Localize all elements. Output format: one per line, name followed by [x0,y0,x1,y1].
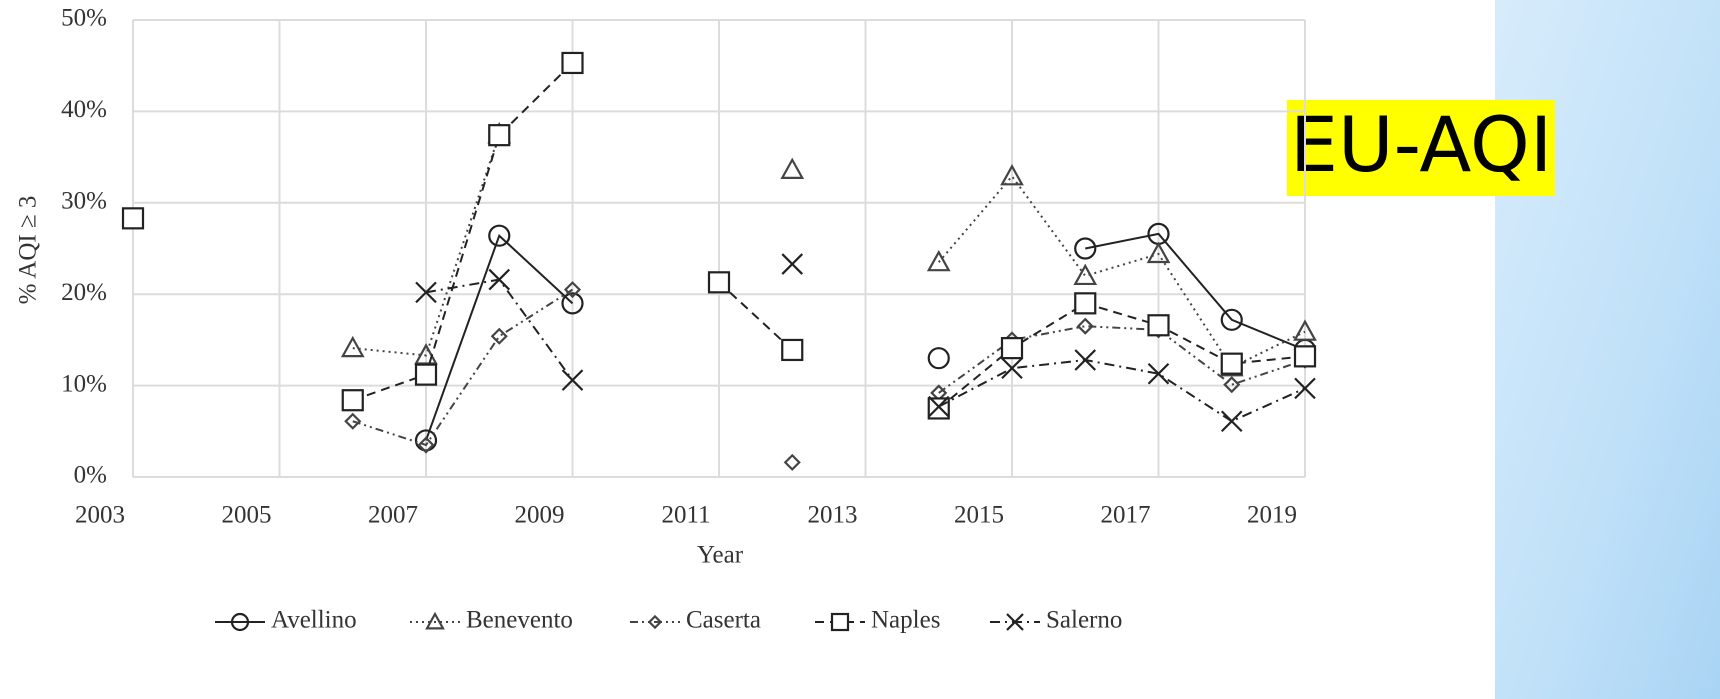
annotation: EU-AQI [1290,100,1552,189]
marker [344,412,362,430]
y-tick-label: 20% [61,279,107,306]
marker [1006,613,1024,631]
marker [414,429,438,452]
y-tick-label: 30% [61,188,107,215]
x-tick-label: 2013 [808,502,858,529]
marker [1223,376,1241,394]
marker [781,253,804,275]
marker [1293,319,1317,341]
marker [1220,308,1243,331]
marker [830,612,850,632]
series-line [352,62,1306,410]
y-axis-label: % AQI ≥ 3 [15,196,42,305]
marker [1000,337,1024,360]
marker [341,389,364,412]
marker [121,207,145,230]
legend-label: Avellino [271,607,357,634]
x-tick-label: 2019 [1247,502,1297,529]
marker [563,281,582,299]
marker [1220,410,1243,433]
marker [488,268,511,291]
marker [927,395,950,418]
marker [230,612,250,632]
x-tick-label: 2005 [222,502,272,529]
marker [1146,241,1171,264]
marker [488,224,511,247]
marker [1001,357,1023,380]
marker [1293,345,1317,368]
marker [647,614,663,630]
legend-label: Benevento [466,607,573,634]
legend-label: Naples [871,607,940,634]
marker [1294,377,1316,400]
marker [340,335,365,358]
marker [783,453,801,471]
marker [1074,292,1097,315]
marker [414,363,438,386]
marker [490,327,508,345]
y-tick-label: 10% [61,370,107,397]
marker [417,436,435,454]
marker [561,369,584,391]
y-tick-label: 50% [61,5,107,32]
legend-label: Caserta [686,607,761,634]
series-line [425,232,1306,441]
y-tick-label: 0% [74,462,107,489]
series-line [352,133,1306,369]
marker [488,124,511,147]
marker [415,281,437,304]
marker [561,292,584,315]
x-tick-label: 2017 [1101,502,1151,529]
y-tick-label: 40% [61,96,107,123]
marker [425,611,445,630]
marker [707,271,731,294]
marker [927,347,950,370]
x-tick-label: 2015 [954,502,1004,529]
x-tick-label: 2007 [368,502,418,529]
annotation-highlight [1287,100,1555,196]
marker [1073,263,1098,286]
x-axis-label: Year [697,542,744,569]
marker [927,397,950,420]
x-tick-label: 2003 [75,502,125,529]
marker [1147,314,1170,337]
marker [561,51,584,75]
marker [1220,352,1243,375]
marker [926,249,951,272]
series-line [352,288,1306,447]
x-tick-label: 2011 [661,502,710,529]
marker [414,343,438,365]
legend-label: Salerno [1046,607,1122,634]
marker [1076,317,1094,335]
x-tick-label: 2009 [515,502,565,529]
marker [1000,164,1024,186]
marker [1074,237,1097,260]
marker [1074,349,1097,371]
marker [781,338,804,362]
marker [780,157,805,179]
marker [1147,362,1170,385]
